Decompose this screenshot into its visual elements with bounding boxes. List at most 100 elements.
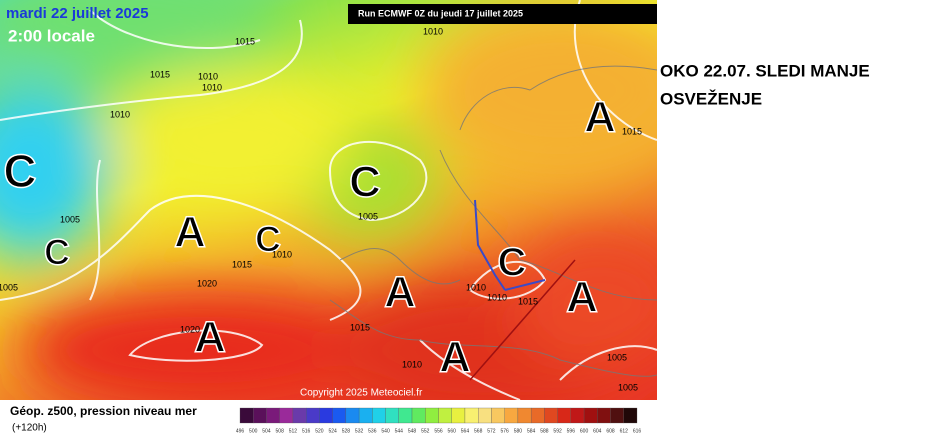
scale-swatch — [557, 407, 571, 424]
scale-label: 528 — [342, 428, 351, 434]
scale-swatch — [544, 407, 558, 424]
scale-label: 568 — [474, 428, 483, 434]
scale-label: 536 — [368, 428, 377, 434]
scale-label: 600 — [580, 428, 589, 434]
isobar-label: 1005 — [618, 382, 638, 392]
scale-swatch — [279, 407, 294, 424]
pressure-center: C — [498, 241, 527, 285]
scale-label: 532 — [355, 428, 364, 434]
scale-label: 508 — [276, 428, 285, 434]
scale-label: 540 — [381, 428, 390, 434]
arrow-line — [469, 259, 576, 381]
scale-swatch — [372, 407, 386, 424]
isobars — [0, 0, 657, 400]
isobar-label: 1010 — [402, 359, 422, 369]
scale-swatch — [491, 407, 505, 424]
scale-swatch — [306, 407, 320, 424]
copyright: Copyright 2025 Meteociel.fr — [300, 388, 423, 399]
legend-lead: (+120h) — [12, 423, 47, 434]
coastlines — [329, 65, 657, 377]
scale-swatch — [583, 407, 598, 424]
scale-swatch — [438, 407, 452, 424]
pressure-center: A — [584, 93, 616, 142]
isobar-label: 1020 — [197, 278, 217, 288]
scale-label: 584 — [527, 428, 536, 434]
date-text: mardi 22 juillet 2025 — [6, 5, 149, 22]
pressure-center: C — [349, 158, 381, 207]
scale-swatch — [517, 407, 532, 424]
annotation-line: OKO 22.07. SLEDI MANJE — [660, 61, 870, 80]
pressure-center: A — [174, 208, 206, 257]
pressure-center: C — [3, 145, 36, 197]
time-text: 2:00 locale — [8, 26, 95, 45]
isobar-label: 1010 — [110, 109, 130, 119]
isobar-label: 1010 — [423, 26, 443, 36]
scale-label: 520 — [315, 428, 324, 434]
scale-label: 544 — [395, 428, 404, 434]
scale-swatch — [358, 407, 373, 424]
pressure-center: A — [194, 313, 226, 362]
scale-swatch — [597, 407, 611, 424]
isobar-label: 1010 — [487, 292, 507, 302]
scale-swatch — [464, 407, 479, 424]
scale-label: 560 — [448, 428, 457, 434]
isobar-label: 1015 — [232, 259, 252, 269]
scale-swatch — [398, 407, 413, 424]
isobar-label: 1015 — [150, 69, 170, 79]
scale-label: 604 — [593, 428, 602, 434]
scale-label: 548 — [408, 428, 417, 434]
legend-title: Géop. z500, pression niveau mer — [10, 404, 197, 418]
scale-swatch — [332, 407, 347, 424]
scale-label: 580 — [514, 428, 523, 434]
scale-label: 552 — [421, 428, 430, 434]
isobar-label: 1005 — [60, 214, 80, 224]
scale-label: 564 — [461, 428, 470, 434]
scale-swatch — [253, 407, 267, 424]
scale-label: 588 — [540, 428, 549, 434]
scale-swatch — [411, 407, 426, 424]
isobar-label: 1010 — [202, 82, 222, 92]
scale-swatch — [504, 407, 519, 424]
scale-label: 596 — [567, 428, 576, 434]
annotation-line: OSVEŽENJE — [660, 89, 762, 108]
isobar-label: 1015 — [350, 322, 370, 332]
scale-label: 608 — [606, 428, 615, 434]
isobar-label: 1010 — [272, 249, 292, 259]
pressure-center: A — [566, 273, 598, 322]
scale-swatch — [266, 407, 280, 424]
run-text: Run ECMWF 0Z du jeudi 17 juillet 2025 — [358, 8, 523, 18]
isobar-label: 1020 — [180, 324, 200, 334]
isobar-label: 1010 — [198, 71, 218, 81]
isobar-label: 1005 — [0, 282, 18, 292]
scale-label: 516 — [302, 428, 311, 434]
scale-swatch — [425, 407, 439, 424]
scale-label: 500 — [249, 428, 258, 434]
isobar-label: 1015 — [622, 126, 642, 136]
scale-label: 612 — [620, 428, 629, 434]
scale-label: 576 — [500, 428, 509, 434]
scale-swatch — [623, 407, 638, 424]
isobar-label: 1015 — [518, 296, 538, 306]
scale-label: 512 — [289, 428, 298, 434]
pressure-center: C — [44, 232, 70, 273]
scale-label: 496 — [236, 428, 245, 434]
isobar-label: 1010 — [466, 282, 486, 292]
scale-swatch — [319, 407, 333, 424]
scale-swatch — [292, 407, 307, 424]
isobar-label: 1015 — [235, 36, 255, 46]
scale-label: 524 — [328, 428, 337, 434]
run-box — [348, 4, 657, 24]
pressure-center: A — [384, 268, 416, 317]
scale-swatch — [451, 407, 466, 424]
scale-swatch — [570, 407, 585, 424]
pressure-center: C — [255, 219, 281, 260]
scale-swatch — [610, 407, 624, 424]
scale-label: 556 — [434, 428, 443, 434]
scale-swatch — [478, 407, 492, 424]
scale-label: 592 — [553, 428, 562, 434]
scale-swatch — [385, 407, 399, 424]
scale-label: 572 — [487, 428, 496, 434]
route-line — [474, 199, 546, 291]
